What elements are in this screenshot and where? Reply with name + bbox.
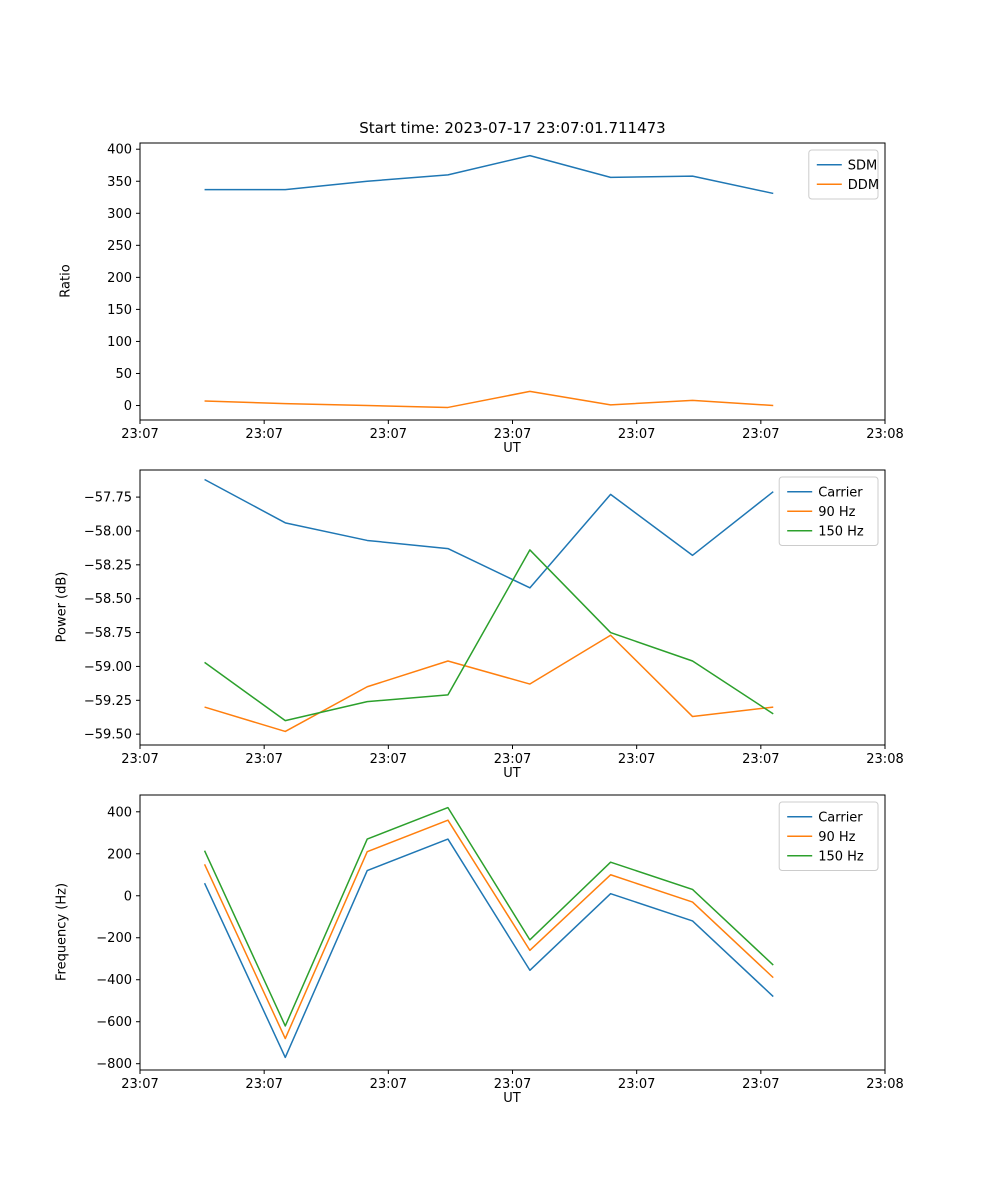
x-tick-label: 23:07 xyxy=(121,427,158,442)
ylabel-frequency: Frequency (Hz) xyxy=(54,882,70,982)
y-tick-label: −58.50 xyxy=(84,592,132,607)
y-tick-label: −400 xyxy=(96,973,132,988)
x-tick-label: 23:07 xyxy=(245,752,282,767)
y-tick-label: 200 xyxy=(107,271,132,286)
legend-label: Carrier xyxy=(818,810,863,825)
y-tick-label: −58.00 xyxy=(84,524,132,539)
chart-ratio: 23:07 23:07 23:07 23:07 23:07 23:07 23:08 0 50 10… xyxy=(107,142,904,442)
x-tick-label: 23:07 xyxy=(121,1077,158,1092)
xlabel-ut-power: UT xyxy=(503,766,521,781)
y-tick-label: −59.00 xyxy=(84,660,132,675)
series-line-carrier xyxy=(203,838,774,1059)
axes-frame xyxy=(139,142,886,421)
x-tick-label: 23:07 xyxy=(245,427,282,442)
x-tick-label: 23:07 xyxy=(618,752,655,767)
legend-label: 150 Hz xyxy=(818,524,864,539)
axes-frame xyxy=(139,469,886,746)
series-line-90-hz xyxy=(204,634,774,733)
x-tick-label: 23:07 xyxy=(494,752,531,767)
y-tick-label: 150 xyxy=(107,303,132,318)
y-tick-label: −58.25 xyxy=(84,558,132,573)
x-tick-label: 23:07 xyxy=(370,427,407,442)
legend-label: 90 Hz xyxy=(818,505,855,520)
y-tick-label: −57.75 xyxy=(84,491,132,506)
legend-label: 90 Hz xyxy=(818,830,855,845)
chart-power: 23:07 23:07 23:07 23:07 23:07 23:07 23:08 −59.5… xyxy=(84,469,904,767)
y-tick-label: 400 xyxy=(107,143,132,158)
legend-label: Carrier xyxy=(818,485,863,500)
xlabel-ut-ratio: UT xyxy=(503,441,521,456)
series-line-sdm xyxy=(204,154,774,195)
y-tick-label: −59.50 xyxy=(84,728,132,743)
y-tick-label: 300 xyxy=(107,207,132,222)
legend-box xyxy=(808,149,879,200)
chart-frequency: 23:07 23:07 23:07 23:07 23:07 23:07 23:08 −800 −… xyxy=(96,794,904,1092)
x-tick-label: 23:07 xyxy=(494,427,531,442)
y-tick-label: 0 xyxy=(124,889,132,904)
legend: Carrier 90 Hz 150 Hz xyxy=(778,476,879,546)
x-tick-label: 23:07 xyxy=(370,1077,407,1092)
y-tick-label: −200 xyxy=(96,931,132,946)
y-tick-label: 400 xyxy=(107,805,132,820)
series-line-ddm xyxy=(204,390,774,409)
y-tick-label: −58.75 xyxy=(84,626,132,641)
xlabel-ut-frequency: UT xyxy=(503,1091,521,1106)
y-tick-label: 250 xyxy=(107,239,132,254)
y-tick-label: 200 xyxy=(107,847,132,862)
y-tick-label: 50 xyxy=(115,367,132,382)
x-tick-label: 23:07 xyxy=(245,1077,282,1092)
series-line-150-hz xyxy=(204,549,774,722)
ylabel-power: Power (dB) xyxy=(54,571,70,643)
y-tick-label: 100 xyxy=(107,335,132,350)
series-line-90-hz xyxy=(203,819,774,1040)
x-tick-label: 23:07 xyxy=(618,427,655,442)
y-tick-label: 0 xyxy=(124,399,132,414)
legend-box xyxy=(778,801,879,871)
legend-label: DDM xyxy=(848,178,879,193)
x-tick-label: 23:07 xyxy=(121,752,158,767)
x-tick-label: 23:07 xyxy=(742,752,779,767)
x-tick-label: 23:08 xyxy=(866,1077,903,1092)
figure-title: Start time: 2023-07-17 23:07:01.711473 xyxy=(359,119,666,137)
y-tick-label: −800 xyxy=(96,1057,132,1072)
legend-label: 150 Hz xyxy=(818,849,864,864)
legend: SDM DDM xyxy=(808,149,879,200)
y-tick-label: 350 xyxy=(107,175,132,190)
ylabel-ratio: Ratio xyxy=(58,264,74,298)
legend: Carrier 90 Hz 150 Hz xyxy=(778,801,879,871)
y-tick-label: −600 xyxy=(96,1015,132,1030)
y-tick-label: −59.25 xyxy=(84,694,132,709)
x-tick-label: 23:07 xyxy=(494,1077,531,1092)
x-tick-label: 23:07 xyxy=(618,1077,655,1092)
x-tick-label: 23:07 xyxy=(370,752,407,767)
series-line-carrier xyxy=(204,478,774,589)
axes-frame xyxy=(139,794,886,1071)
x-tick-label: 23:08 xyxy=(866,427,903,442)
legend-label: SDM xyxy=(848,158,877,173)
x-tick-label: 23:08 xyxy=(866,752,903,767)
series-line-150-hz xyxy=(203,806,774,1027)
x-tick-label: 23:07 xyxy=(742,1077,779,1092)
x-tick-label: 23:07 xyxy=(742,427,779,442)
legend-box xyxy=(778,476,879,546)
